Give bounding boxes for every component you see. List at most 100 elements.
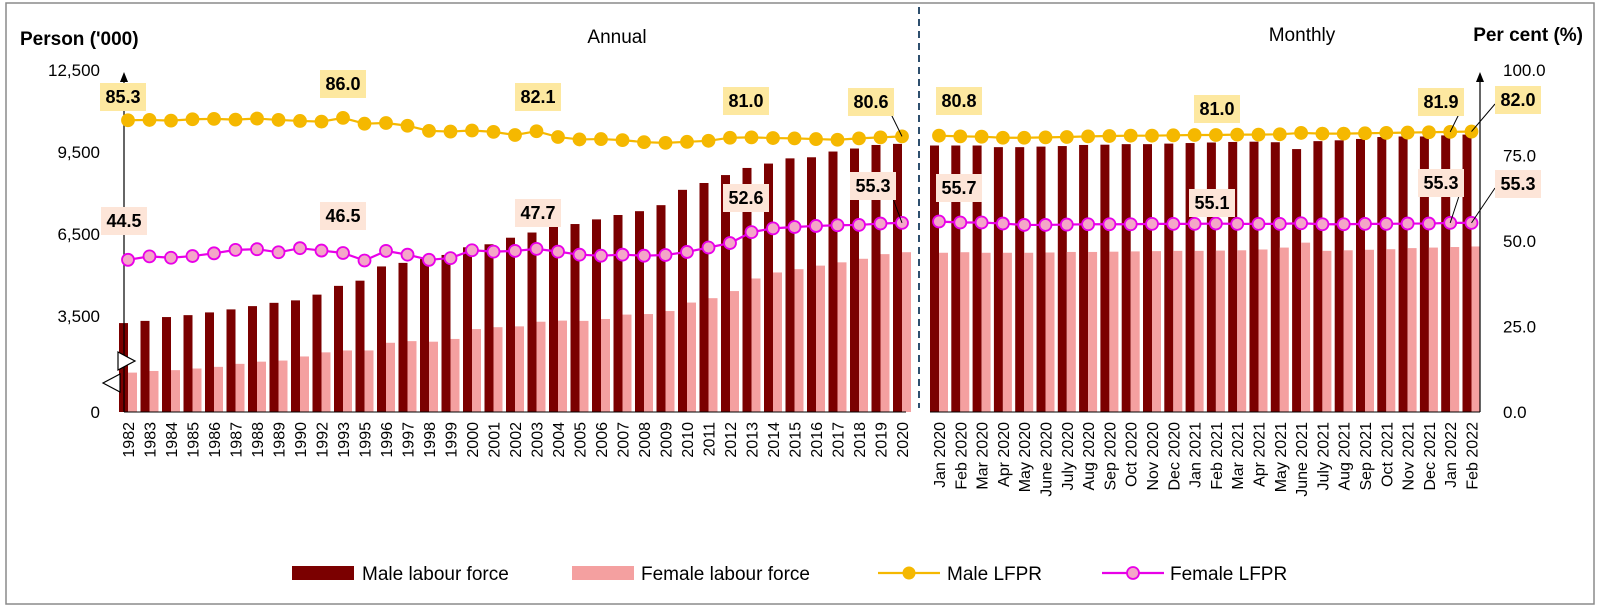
male-labour-force-bar <box>1121 144 1131 412</box>
x-tick-label: 2003 <box>530 422 547 458</box>
male-lfpr-marker <box>1081 129 1095 144</box>
callout-box <box>515 83 561 111</box>
female-labour-force-bar <box>278 360 288 412</box>
female-lfpr-marker <box>572 247 587 262</box>
x-tick-label: Mar 2021 <box>1230 422 1247 490</box>
x-tick-label: 2001 <box>487 422 504 458</box>
female-labour-force-bar <box>1088 251 1098 412</box>
male-lfpr-marker <box>658 135 673 150</box>
female-labour-force-bar <box>450 338 460 412</box>
female-labour-force-bar <box>1066 251 1076 412</box>
callout-box <box>515 199 561 227</box>
male-labour-force-bar <box>291 300 300 412</box>
female-lfpr-marker <box>1145 216 1159 231</box>
female-labour-force-bar <box>1407 248 1417 412</box>
female-labour-force-bar <box>1386 249 1396 412</box>
female-labour-force-bar <box>601 318 610 412</box>
male-lfpr-marker <box>551 130 565 144</box>
female-labour-force-bar <box>558 320 567 412</box>
male-labour-force-bar <box>871 144 881 412</box>
female-labour-force-bar <box>579 320 589 412</box>
female-lfpr-marker <box>551 244 565 259</box>
male-labour-force-bar <box>1398 136 1408 412</box>
x-tick-label: 1988 <box>250 422 267 458</box>
male-labour-force-bar <box>1164 143 1174 413</box>
male-lfpr-marker <box>1209 128 1223 142</box>
female-labour-force-bar <box>1343 250 1353 412</box>
x-tick-label: 2018 <box>852 422 869 458</box>
male-lfpr-marker <box>787 131 802 146</box>
male-lfpr-marker <box>314 114 329 129</box>
female-lfpr-marker <box>809 219 823 233</box>
lfpr-callout-label: 82.1 <box>520 87 555 107</box>
right-axis-title: Per cent (%) <box>1473 25 1583 46</box>
legend-label-female-labour-force: Female labour force <box>641 564 810 585</box>
male-labour-force-bar <box>1015 147 1025 412</box>
male-lfpr-marker <box>228 112 243 127</box>
female-lfpr-marker <box>486 244 501 259</box>
lfpr-callout-label: 81.0 <box>728 91 763 111</box>
male-labour-force-bar <box>484 244 494 412</box>
male-labour-force-bar <box>377 266 386 412</box>
male-labour-force-bar <box>1206 142 1216 412</box>
x-tick-label: 1995 <box>358 422 375 458</box>
male-lfpr-marker <box>852 131 866 146</box>
female-labour-force-bar <box>1152 251 1161 412</box>
female-lfpr-marker <box>250 242 264 257</box>
legend-label-male-labour-force: Male labour force <box>362 564 509 585</box>
male-labour-force-bar <box>993 147 1003 412</box>
female-labour-force-bar <box>837 262 847 412</box>
callout-box <box>320 70 366 98</box>
axis-break-upper <box>117 351 137 371</box>
male-lfpr-marker <box>508 128 522 142</box>
male-lfpr-marker <box>974 129 989 144</box>
male-labour-force-bar <box>162 317 171 412</box>
female-labour-force-bar <box>1301 242 1311 412</box>
female-labour-force-bar <box>171 370 180 412</box>
right-tick-label: 100.0 <box>1503 61 1546 80</box>
female-labour-force-bar <box>235 363 245 412</box>
left-axis-title: Person ('000) <box>20 29 139 50</box>
female-labour-force-bar <box>902 252 911 412</box>
female-labour-force-bar <box>536 321 546 412</box>
male-lfpr-marker <box>1422 125 1436 140</box>
x-tick-label: Dec 2021 <box>1422 422 1439 491</box>
female-labour-force-bar <box>981 252 991 412</box>
x-tick-label: 2015 <box>788 422 805 458</box>
male-lfpr-marker <box>1379 126 1394 140</box>
right-axis-ticks: 0.0 25.0 50.0 75.0 100.0 <box>1503 61 1546 422</box>
x-tick-label: Sep 2020 <box>1102 422 1119 491</box>
callout-box <box>1418 169 1464 197</box>
x-tick-label: 2013 <box>745 422 762 458</box>
male-lfpr-marker <box>1187 128 1202 142</box>
female-labour-force-bar <box>364 350 374 412</box>
lines-layer <box>121 110 1479 268</box>
male-lfpr-marker <box>1358 126 1372 141</box>
female-lfpr-marker <box>164 250 178 265</box>
female-lfpr-marker <box>1422 216 1436 231</box>
female-lfpr-marker <box>422 252 436 267</box>
callout-box <box>1189 189 1235 217</box>
female-lfpr-marker <box>400 247 415 262</box>
female-labour-force-bar <box>386 342 395 412</box>
x-tick-label: Jan 2020 <box>932 422 949 488</box>
male-labour-force-bar <box>721 175 730 412</box>
right-axis-arrow <box>1476 72 1484 82</box>
x-tick-label: 1996 <box>379 422 396 458</box>
female-lfpr-marker <box>207 246 221 261</box>
male-lfpr-marker <box>1038 130 1053 145</box>
female-lfpr-marker <box>1209 216 1223 231</box>
x-tick-label: 2005 <box>573 422 590 458</box>
female-labour-force-bar <box>1109 251 1119 412</box>
x-tick-label: 2017 <box>831 422 848 458</box>
male-lfpr-marker <box>996 130 1010 145</box>
female-lfpr-marker <box>508 244 522 258</box>
x-tick-label: 2010 <box>680 422 697 458</box>
male-labour-force-bar <box>930 145 939 412</box>
male-lfpr-marker <box>572 132 587 147</box>
female-labour-force-bar <box>880 254 890 412</box>
callout-box <box>936 87 982 115</box>
male-labour-force-bar <box>463 247 472 412</box>
left-tick-label: 12,500 <box>48 61 100 80</box>
